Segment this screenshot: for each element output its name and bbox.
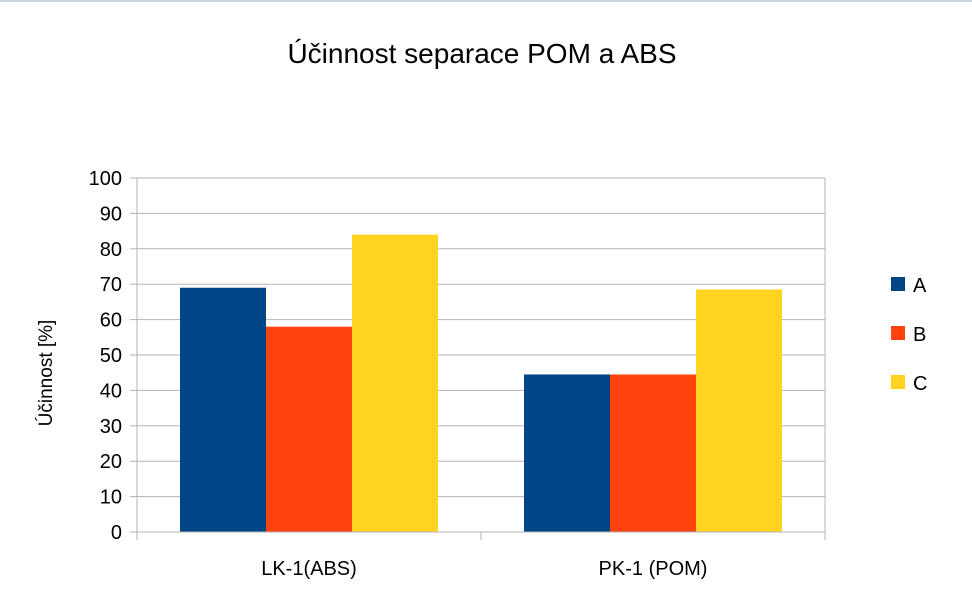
bars	[180, 234, 782, 532]
y-tick-label: 50	[100, 345, 122, 367]
legend-label-a: A	[913, 275, 927, 297]
y-axis-label: Účinnost [%]	[35, 320, 57, 427]
y-tick-label: 60	[100, 310, 122, 332]
y-tick-label: 40	[100, 380, 122, 402]
x-category-label: PK-1 (POM)	[599, 558, 708, 580]
y-axis-ticks: 0 10 20 30 40 50 60 70 80 90 100	[89, 168, 137, 544]
bar-a-1	[180, 287, 266, 532]
y-tick-label: 20	[100, 451, 122, 473]
legend: A B C	[891, 275, 927, 395]
legend-label-b: B	[913, 324, 926, 346]
bar-a-2	[524, 374, 610, 532]
legend-swatch-a	[891, 277, 905, 291]
y-tick-label: 0	[111, 522, 122, 544]
chart-title: Účinnost separace POM a ABS	[287, 38, 676, 69]
x-category-label: LK-1(ABS)	[261, 558, 357, 580]
axes	[136, 178, 826, 540]
y-tick-label: 30	[100, 416, 122, 438]
bar-c-1	[352, 234, 438, 532]
y-tick-label: 70	[100, 274, 122, 296]
bar-b-1	[266, 326, 352, 532]
bar-c-2	[696, 289, 782, 532]
x-axis-categories: LK-1(ABS) PK-1 (POM)	[261, 558, 707, 580]
y-tick-label: 80	[100, 239, 122, 261]
legend-swatch-c	[891, 375, 905, 389]
y-tick-label: 90	[100, 203, 122, 225]
y-tick-label: 10	[100, 487, 122, 509]
y-tick-label: 100	[89, 168, 122, 190]
bar-b-2	[610, 374, 696, 532]
legend-label-c: C	[913, 373, 927, 395]
legend-swatch-b	[891, 326, 905, 340]
